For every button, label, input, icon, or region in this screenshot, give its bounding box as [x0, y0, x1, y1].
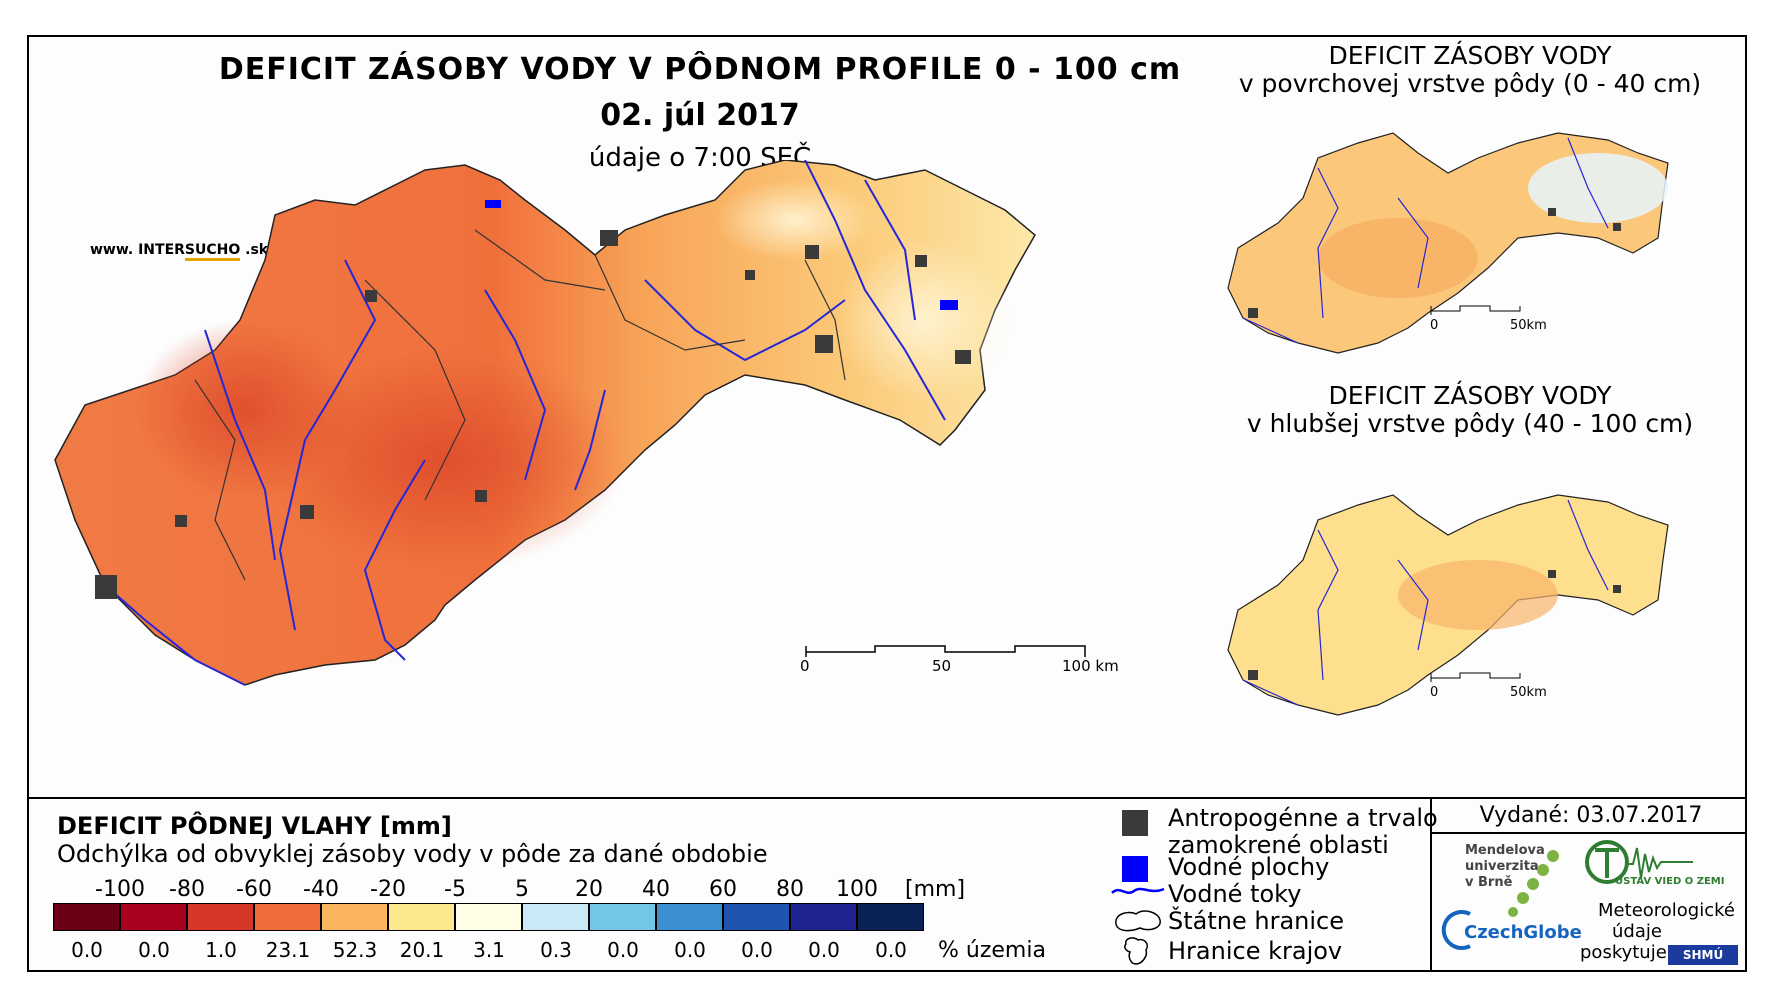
legend-break-9: 60: [709, 877, 737, 902]
issued-underline: [1430, 832, 1747, 834]
inset-top-scale-bar: [1430, 305, 1521, 315]
meteo-line1: Meteorologické: [1598, 900, 1735, 921]
legend-percent-label: % územia: [938, 938, 1046, 963]
legend-percent-10: 0.0: [741, 938, 773, 962]
mendel-university-logo: Mendelova univerzita v Brně: [1465, 843, 1545, 891]
state-border-symbol: [1115, 910, 1161, 932]
inset-top-title: DEFICIT ZÁSOBY VODY v povrchovej vrstve …: [1230, 42, 1710, 98]
anthropogenic-symbol: [1122, 810, 1148, 836]
mendel-dots-icon: [1508, 850, 1559, 917]
mendel-line3: v Brně: [1465, 875, 1513, 890]
uvz-label: ÚSTAV VIED O ZEMI: [1615, 876, 1725, 887]
website-suffix: .sk: [240, 242, 269, 258]
meteo-line3: poskytuje:: [1580, 942, 1673, 963]
legend-percent-2: 1.0: [205, 938, 237, 962]
legend-break-0: -100: [95, 877, 145, 902]
legend-percent-6: 3.1: [473, 938, 505, 962]
mendel-line1: Mendelova: [1465, 843, 1545, 858]
legend-swatch-10: [723, 903, 790, 931]
legend-percent-8: 0.0: [607, 938, 639, 962]
legend-swatch-7: [522, 903, 589, 931]
legend-percent-1: 0.0: [138, 938, 170, 962]
inset-top-scale-label-50: 50km: [1510, 318, 1547, 333]
issued-date: Vydané: 03.07.2017: [1479, 803, 1703, 828]
anthropogenic-label: Antropogénne a trvalo zamokrené oblasti: [1168, 805, 1438, 859]
inset-bottom-map: [1227, 494, 1669, 716]
legend-swatch-0: [53, 903, 120, 931]
main-scale-label-100: 100 km: [1062, 657, 1119, 675]
anthropogenic-label-line1: Antropogénne a trvalo: [1168, 804, 1438, 832]
streams-symbol: [1111, 887, 1165, 894]
legend-subtitle: Odchýlka od obvyklej zásoby vody v pôde …: [57, 840, 768, 868]
inset-bottom-scale-bar: [1430, 672, 1521, 682]
legend-percent-12: 0.0: [875, 938, 907, 962]
legend-swatch-8: [589, 903, 656, 931]
region-border-symbol: [1124, 937, 1149, 965]
legend-percent-7: 0.3: [540, 938, 572, 962]
inset-top-map: [1227, 132, 1669, 354]
credits-divider: [1430, 797, 1432, 972]
legend-swatch-1: [120, 903, 187, 931]
legend-break-5: -5: [444, 877, 466, 902]
legend-swatch-2: [187, 903, 254, 931]
legend-swatches: [53, 903, 924, 931]
legend-percent-11: 0.0: [808, 938, 840, 962]
website-accent: SUCHO: [184, 242, 241, 261]
inset-bottom-title: DEFICIT ZÁSOBY VODY v hlubšej vrstve pôd…: [1230, 382, 1710, 438]
legend-swatch-12: [857, 903, 924, 931]
uvz-logo-icon: [1585, 840, 1693, 884]
legend-percent-5: 20.1: [399, 938, 445, 962]
legend-break-10: 80: [776, 877, 804, 902]
map-date: 02. júl 2017: [600, 98, 800, 133]
legend-panel-divider: [27, 797, 1747, 799]
inset-top-scale-label-0: 0: [1430, 318, 1439, 333]
main-scale-label-50: 50: [932, 657, 952, 675]
inset-top-title-line1: DEFICIT ZÁSOBY VODY: [1328, 41, 1612, 70]
legend-break-8: 40: [642, 877, 670, 902]
meteo-data-provider: Meteorologické údaje poskytuje:: [1580, 900, 1735, 963]
legend-break-3: -40: [303, 877, 339, 902]
legend-swatch-4: [321, 903, 388, 931]
inset-bottom-scale-label-0: 0: [1430, 685, 1439, 700]
legend-break-1: -80: [169, 877, 205, 902]
legend-break-4: -20: [370, 877, 406, 902]
legend-swatch-5: [388, 903, 455, 931]
main-scale-label-0: 0: [800, 657, 810, 675]
legend-break-2: -60: [236, 877, 272, 902]
legend-percent-9: 0.0: [674, 938, 706, 962]
legend-percent-4: 52.3: [332, 938, 378, 962]
anthropogenic-label-line2: zamokrené oblasti: [1168, 831, 1389, 859]
legend-title: DEFICIT PÔDNEJ VLAHY [mm]: [57, 812, 452, 840]
map-title: DEFICIT ZÁSOBY VODY V PÔDNOM PROFILE 0 -…: [218, 52, 1182, 87]
website-prefix: www. INTER: [90, 242, 185, 258]
legend-break-7: 20: [575, 877, 603, 902]
main-map: [54, 160, 1036, 686]
inset-bottom-title-line1: DEFICIT ZÁSOBY VODY: [1328, 381, 1612, 410]
legend-break-11: 100: [836, 877, 878, 902]
inset-bottom-title-line2: v hlubšej vrstve pôdy (40 - 100 cm): [1246, 409, 1694, 438]
legend-swatch-9: [656, 903, 723, 931]
legend-swatch-11: [790, 903, 857, 931]
meteo-line2: údaje: [1612, 921, 1662, 942]
legend-break-6: 5: [515, 877, 529, 902]
legend-unit: [mm]: [905, 877, 966, 902]
water-bodies-label: Vodné plochy: [1168, 853, 1330, 881]
legend-swatch-3: [254, 903, 321, 931]
legend-percent-0: 0.0: [71, 938, 103, 962]
czechglobe-logo-icon: [1441, 910, 1471, 950]
inset-top-title-line2: v povrchovej vrstve pôdy (0 - 40 cm): [1238, 69, 1702, 98]
shmu-logo: SHMÚ: [1668, 945, 1738, 965]
region-border-label: Hranice krajov: [1168, 937, 1343, 965]
main-scale-bar: [805, 645, 1086, 657]
mendel-line2: univerzita: [1465, 859, 1539, 874]
legend-percent-3: 23.1: [265, 938, 311, 962]
streams-label: Vodné toky: [1168, 880, 1302, 908]
water-bodies-symbol: [1122, 856, 1148, 882]
state-border-label: Štátne hranice: [1168, 907, 1344, 935]
legend-swatch-6: [455, 903, 522, 931]
website-label[interactable]: www. INTERSUCHO .sk: [90, 242, 269, 261]
czechglobe-label: CzechGlobe: [1464, 922, 1582, 943]
inset-bottom-scale-label-50: 50km: [1510, 685, 1547, 700]
